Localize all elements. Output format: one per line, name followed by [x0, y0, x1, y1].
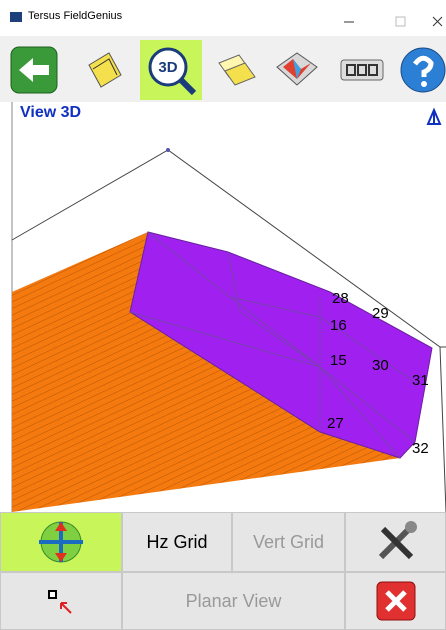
app-window: Tersus FieldGenius 3D View 3D 28 29 16 1… — [0, 0, 446, 630]
boundary-vertex — [166, 148, 170, 152]
tools-button[interactable] — [345, 512, 446, 572]
planar-view-button[interactable]: Planar View — [122, 572, 345, 630]
close-view-button[interactable] — [345, 572, 446, 630]
view-3d: View 3D 28 29 16 15 30 31 27 32 — [0, 102, 446, 512]
pan-button[interactable] — [0, 512, 122, 572]
keypad-button[interactable] — [334, 42, 390, 98]
maximize[interactable] — [396, 17, 405, 26]
app-icon — [10, 12, 22, 22]
view3d-icon: 3D — [144, 43, 198, 97]
window-controls — [330, 8, 446, 32]
layers-button[interactable] — [208, 42, 264, 98]
layers-icon — [211, 45, 261, 95]
point-label: 15 — [330, 352, 347, 369]
view-title: View 3D — [20, 104, 81, 121]
close-view-icon — [374, 579, 418, 623]
keypad-icon — [337, 45, 387, 95]
point-label: 28 — [332, 290, 349, 307]
vert-grid-button[interactable]: Vert Grid — [232, 512, 345, 572]
hz-grid-button[interactable]: Hz Grid — [122, 512, 232, 572]
tools-icon — [371, 517, 421, 567]
point-label: 30 — [372, 357, 389, 374]
point-label: 31 — [412, 372, 429, 389]
window-title: Tersus FieldGenius — [28, 10, 122, 22]
surface-button[interactable] — [268, 42, 324, 98]
close[interactable] — [433, 17, 442, 26]
help-button[interactable] — [392, 42, 446, 98]
surface-icon — [271, 45, 321, 95]
title-bar: Tersus FieldGenius — [0, 0, 446, 36]
plan-icon — [79, 45, 129, 95]
help-icon — [393, 43, 446, 97]
view3d-icon-label: 3D — [158, 59, 177, 76]
plan-button[interactable] — [76, 42, 132, 98]
point-label: 16 — [330, 317, 347, 334]
point-label: 29 — [372, 305, 389, 322]
back-button[interactable] — [6, 42, 62, 98]
select-icon — [41, 581, 81, 621]
back-icon — [9, 45, 59, 95]
view3d-button[interactable]: 3D — [140, 40, 202, 100]
pan-icon — [31, 517, 91, 567]
point-label: 32 — [412, 440, 429, 457]
point-label: 27 — [327, 415, 344, 432]
select-button[interactable] — [0, 572, 122, 630]
